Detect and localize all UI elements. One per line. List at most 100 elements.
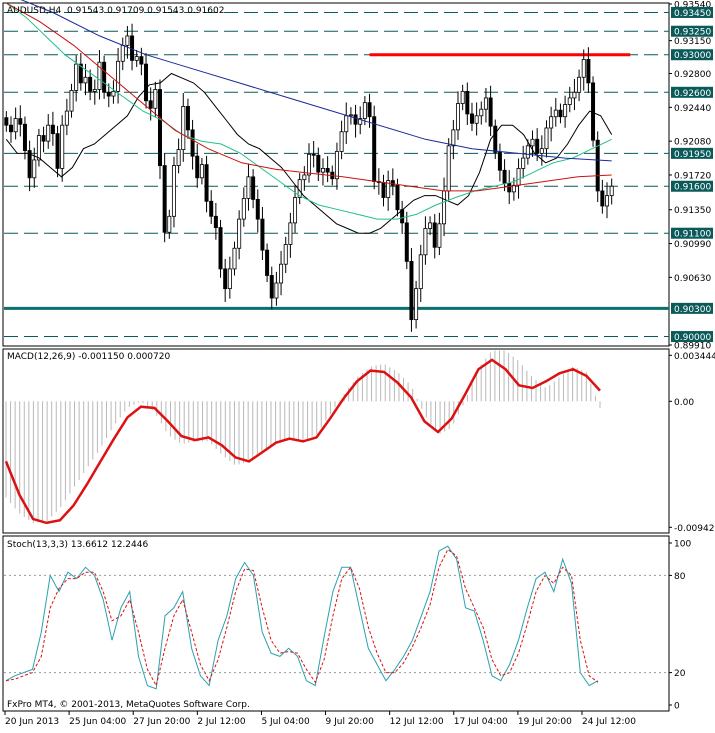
bull-candle-body — [344, 115, 349, 133]
bull-candle-body — [539, 148, 544, 154]
price-tick-label: 0.90990 — [674, 240, 711, 250]
bull-candle-body — [232, 247, 237, 270]
bull-candle-body — [171, 165, 176, 217]
bull-candle-body — [348, 114, 353, 117]
bull-candle-body — [525, 145, 530, 159]
bull-candle-body — [125, 35, 130, 46]
bull-candle-body — [386, 180, 391, 198]
macd-axis: 0.003444 0.00 -0.009428 — [669, 352, 715, 534]
price-tick-label: 0.93150 — [674, 37, 711, 47]
price-level-label-bg — [671, 86, 713, 98]
bear-candle-body — [4, 117, 9, 126]
price-level-label-bg — [671, 302, 713, 314]
bear-candle-body — [325, 167, 330, 173]
bull-candle-body — [116, 60, 121, 92]
bull-candle-body — [516, 167, 521, 186]
price-level-label: 0.93250 — [674, 28, 711, 38]
stoch-tick-label: 20 — [674, 669, 686, 679]
bull-candle-body — [581, 59, 586, 78]
bear-candle-body — [469, 113, 474, 124]
price-tick-label: 0.92440 — [674, 104, 711, 114]
macd-tick-label: 0.003444 — [674, 352, 715, 362]
price-level-label-bg — [671, 6, 713, 18]
bull-candle-body — [577, 76, 582, 93]
ma-line-mid — [6, 2, 612, 220]
macd-signal-line-path — [4, 358, 601, 525]
bull-candle-body — [460, 90, 465, 104]
stochastic-axis: 100 80 20 0 — [4, 540, 691, 712]
bull-candle-body — [442, 190, 447, 225]
time-tick-label: 25 Jun 04:00 — [69, 717, 126, 727]
bear-candle-body — [497, 152, 502, 171]
bear-candle-body — [204, 164, 209, 202]
price-tick-label: 0.90630 — [674, 274, 711, 284]
price-tick-label: 0.89910 — [674, 342, 711, 352]
stochastic-title: Stoch(13,3,3) 13.6612 12.2446 — [7, 540, 148, 550]
bull-candle-body — [274, 282, 279, 299]
bear-candle-body — [502, 169, 507, 184]
price-tick-label: 0.93540 — [674, 1, 711, 11]
bull-candle-body — [437, 223, 442, 248]
candlestick-series — [4, 23, 614, 332]
bull-candle-body — [605, 195, 610, 207]
time-tick-label: 12 Jul 12:00 — [390, 717, 444, 727]
macd-signal-line — [4, 358, 601, 525]
bear-candle-body — [507, 183, 512, 193]
bear-candle-body — [390, 180, 395, 186]
bear-candle-body — [316, 154, 321, 173]
bull-candle-body — [111, 90, 116, 97]
bear-candle-body — [209, 200, 214, 217]
bear-candle-body — [311, 153, 316, 156]
bear-candle-body — [18, 118, 23, 125]
bear-candle-body — [372, 116, 377, 182]
bull-candle-body — [362, 102, 367, 120]
bear-candle-body — [144, 63, 149, 102]
stoch-tick-label: 0 — [674, 702, 680, 712]
price-level-label-bg — [671, 147, 713, 159]
bull-candle-body — [451, 129, 456, 147]
bull-candle-body — [13, 118, 18, 133]
stoch-tick-label: 80 — [674, 572, 686, 582]
bear-candle-body — [213, 215, 218, 228]
bull-candle-body — [64, 110, 69, 126]
bear-candle-body — [353, 114, 358, 125]
bear-candle-body — [223, 268, 228, 290]
bull-candle-body — [74, 63, 79, 91]
bear-candle-body — [41, 135, 46, 142]
ma-line-slow — [6, 2, 612, 192]
bull-candle-body — [306, 153, 311, 176]
bear-candle-body — [27, 150, 32, 179]
bear-candle-body — [493, 125, 498, 153]
bull-candle-body — [544, 127, 549, 150]
bull-candle-body — [36, 135, 41, 161]
bull-candle-body — [334, 151, 339, 180]
bull-candle-body — [549, 116, 554, 129]
price-level-label-bg — [671, 331, 713, 343]
bull-candle-body — [167, 215, 172, 233]
price-level-label: 0.91600 — [674, 183, 711, 193]
bull-candle-body — [293, 197, 298, 224]
price-level-label: 0.92600 — [674, 89, 711, 99]
bear-candle-body — [595, 139, 600, 192]
bull-candle-body — [553, 109, 558, 118]
bull-candle-body — [83, 76, 88, 84]
bull-candle-body — [418, 254, 423, 290]
bull-candle-body — [483, 97, 488, 110]
bear-candle-body — [157, 89, 162, 166]
time-tick-label: 24 Jul 12:00 — [582, 717, 636, 727]
bear-candle-body — [558, 109, 563, 118]
price-level-label: 0.90300 — [674, 305, 711, 315]
bear-candle-body — [395, 184, 400, 211]
time-tick-label: 17 Jul 04:00 — [454, 717, 508, 727]
bull-candle-body — [60, 124, 65, 169]
price-level-label-bg — [671, 25, 713, 37]
macd-tick-label: 0.00 — [674, 398, 694, 408]
bull-candle-body — [134, 56, 139, 61]
bull-candle-body — [153, 89, 158, 109]
price-level-label: 0.93000 — [674, 51, 711, 61]
chart-symbol-title: AUDUSD,H4 — [7, 6, 62, 16]
time-tick-label: 5 Jul 04:00 — [261, 717, 310, 727]
